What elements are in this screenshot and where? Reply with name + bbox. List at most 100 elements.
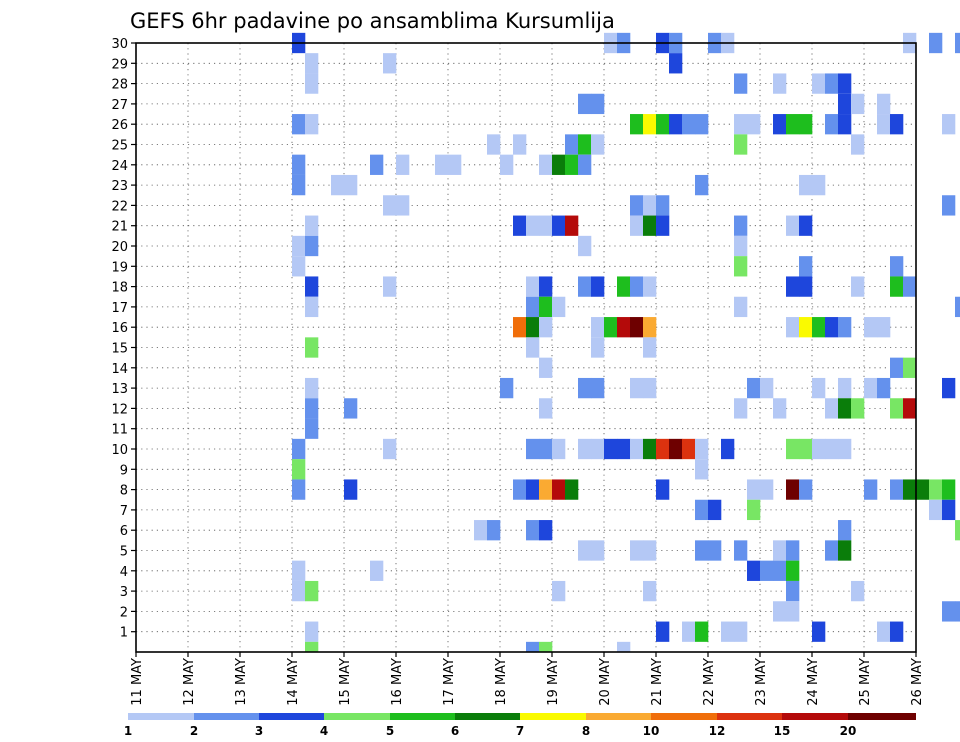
precip-cell: [617, 317, 631, 338]
precip-cell: [695, 438, 709, 460]
precip-cell: [955, 296, 960, 318]
precip-cell: [513, 215, 527, 236]
x-tick-label: 22 MAY: [702, 658, 717, 706]
precip-cell: [799, 479, 813, 500]
precip-cell: [552, 215, 566, 236]
y-tick-label: 1: [120, 626, 128, 641]
precip-cell: [591, 540, 605, 561]
precip-cell: [955, 601, 960, 622]
precip-cell: [656, 215, 670, 236]
x-tick-label: 16 MAY: [390, 658, 405, 706]
precip-cell: [539, 154, 553, 175]
precip-cell: [578, 235, 592, 257]
precip-cell: [305, 53, 319, 74]
precip-cell: [786, 114, 800, 135]
precip-cell: [838, 520, 852, 541]
precip-cell: [825, 114, 839, 135]
x-tick-label: 21 MAY: [650, 658, 665, 706]
precip-cell: [799, 174, 813, 196]
y-tick-label: 5: [120, 545, 128, 560]
precip-cell: [656, 195, 670, 216]
precip-cell: [942, 601, 956, 622]
precip-cell: [305, 276, 319, 297]
precip-cell: [682, 114, 696, 135]
precip-cell: [383, 438, 397, 460]
precip-cell: [799, 276, 813, 297]
precip-cell: [851, 276, 865, 297]
y-tick-label: 30: [111, 37, 128, 52]
chart-title: GEFS 6hr padavine po ansamblima Kursumli…: [130, 9, 615, 33]
precip-cell: [825, 540, 839, 561]
precip-cell: [526, 479, 540, 500]
precip-cell: [604, 438, 618, 460]
precip-cell: [591, 93, 605, 115]
precip-cell: [903, 479, 917, 500]
precip-cell: [305, 296, 319, 318]
precip-cell: [721, 438, 735, 460]
precip-cell: [565, 154, 579, 175]
precip-cell: [903, 276, 917, 297]
precip-cell: [747, 499, 761, 521]
y-tick-label: 18: [111, 281, 128, 296]
precip-cell: [604, 317, 618, 338]
precip-cell: [799, 317, 813, 338]
y-tick-label: 9: [120, 463, 128, 478]
precip-cell: [747, 479, 761, 500]
precip-cell: [812, 377, 826, 399]
colorbar-swatch: [848, 713, 916, 720]
precip-cell: [747, 114, 761, 135]
colorbar-swatch: [390, 713, 455, 720]
precip-cell: [305, 621, 319, 642]
precip-cell: [799, 256, 813, 277]
precip-cell: [474, 520, 488, 541]
precip-cell: [877, 621, 891, 642]
precip-cell: [630, 540, 644, 561]
precip-cell: [630, 377, 644, 399]
precip-cell: [292, 459, 306, 480]
precip-cell: [734, 215, 748, 236]
y-tick-label: 7: [120, 504, 128, 519]
precip-cell: [500, 154, 514, 175]
precip-cell: [773, 73, 787, 94]
precip-cell: [370, 154, 384, 175]
precip-cell: [526, 215, 540, 236]
precip-cell: [292, 256, 306, 277]
precip-cell: [565, 215, 579, 236]
colorbar-label: 3: [255, 724, 263, 738]
precip-cell: [812, 438, 826, 460]
precip-cell: [643, 215, 657, 236]
precip-cell: [734, 235, 748, 257]
colorbar-label: 20: [840, 724, 857, 738]
colorbar-label: 4: [320, 724, 328, 738]
precip-cell: [786, 601, 800, 622]
precip-cell: [305, 337, 319, 358]
precip-cell: [552, 580, 566, 602]
colorbar-label: 15: [774, 724, 791, 738]
y-tick-label: 20: [111, 240, 128, 255]
precip-cell: [955, 520, 960, 541]
colorbar-swatch: [520, 713, 586, 720]
x-tick-label: 26 MAY: [910, 658, 925, 706]
precip-cell: [851, 398, 865, 419]
precip-cell: [838, 540, 852, 561]
precip-cell: [695, 459, 709, 480]
precip-cell: [552, 154, 566, 175]
precip-cell: [942, 377, 956, 399]
precip-cell: [825, 317, 839, 338]
y-tick-label: 6: [120, 524, 128, 539]
y-tick-label: 10: [111, 443, 128, 458]
y-tick-label: 21: [111, 220, 128, 235]
precip-cell: [435, 154, 449, 175]
x-tick-label: 20 MAY: [598, 658, 613, 706]
precip-cell: [643, 540, 657, 561]
precip-cell: [383, 53, 397, 74]
precip-cell: [890, 114, 904, 135]
precip-cell: [292, 235, 306, 257]
colorbar-label: 1: [124, 724, 132, 738]
precip-cell: [812, 174, 826, 196]
precip-cell: [305, 418, 319, 439]
precip-cell: [565, 134, 579, 155]
precip-cell: [526, 520, 540, 541]
precip-cell: [890, 256, 904, 277]
precip-cell: [643, 438, 657, 460]
